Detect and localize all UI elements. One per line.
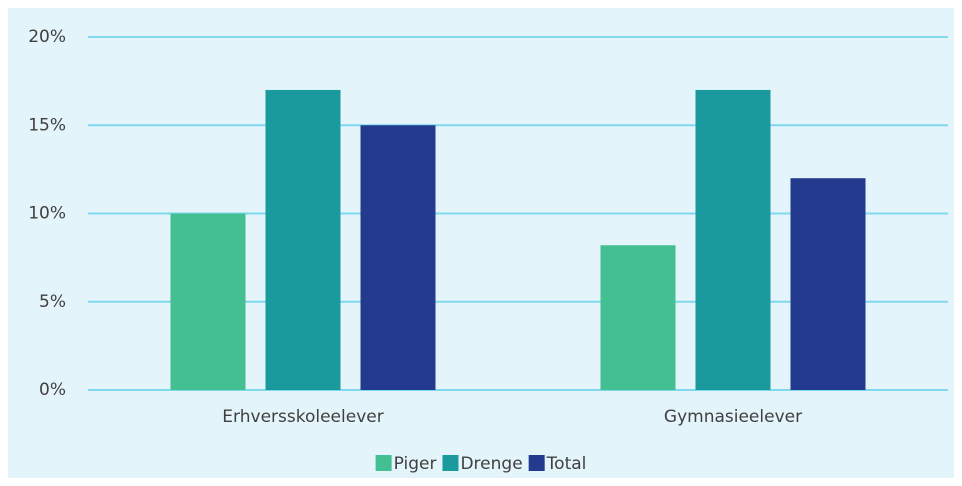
- y-tick-label: 5%: [39, 292, 66, 312]
- legend-swatch: [528, 455, 545, 471]
- legend-label: Total: [546, 454, 587, 474]
- bar: [360, 125, 436, 390]
- bar: [170, 213, 246, 390]
- y-tick-label: 20%: [28, 27, 66, 47]
- bar: [790, 178, 866, 390]
- bar: [695, 89, 771, 390]
- legend-label: Piger: [394, 454, 437, 474]
- y-tick-label: 15%: [28, 115, 66, 135]
- legend-swatch: [442, 455, 459, 471]
- y-tick-label: 0%: [39, 380, 66, 400]
- bar: [600, 245, 676, 390]
- bar: [265, 89, 341, 390]
- y-tick-label: 10%: [28, 204, 66, 224]
- legend-swatch: [375, 455, 392, 471]
- x-tick-label: Erhversskoleelever: [222, 407, 383, 427]
- legend-label: Drenge: [460, 454, 522, 474]
- x-tick-label: Gymnasieelever: [664, 407, 802, 427]
